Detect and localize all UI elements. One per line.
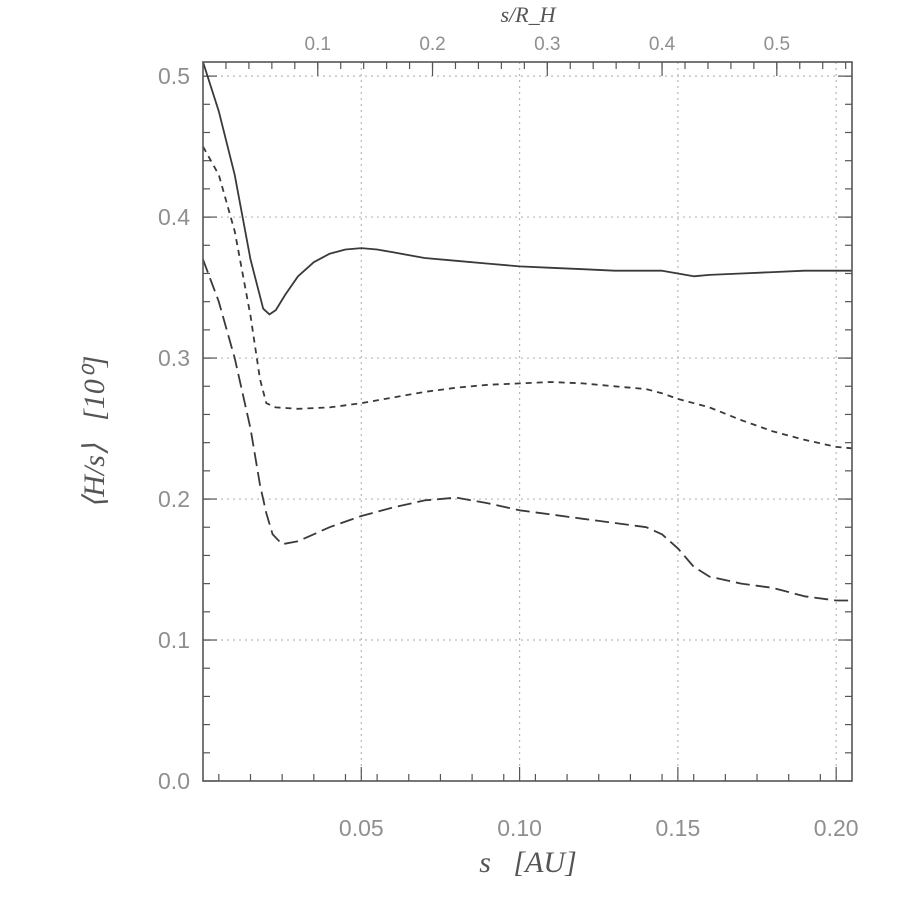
- top-axis-title: s/R_H: [501, 2, 557, 27]
- top-tick-label: 0.5: [764, 34, 790, 55]
- y-tick-label: 0.4: [158, 204, 190, 230]
- y-tick-label: 0.0: [158, 768, 190, 794]
- y-tick-label: 0.1: [158, 627, 190, 653]
- plot-frame: [202, 61, 853, 782]
- series-line-solid: [202, 61, 852, 316]
- grid: [203, 62, 852, 781]
- top-tick-label: 0.3: [534, 34, 560, 55]
- x-tick-label: 0.15: [655, 815, 700, 841]
- minor-ticks: [203, 62, 852, 782]
- y-axis-title: ⟨H/s⟩ [10⁰]: [78, 356, 111, 509]
- top-tick-label: 0.1: [305, 34, 331, 55]
- series-line-long-dashed: [202, 259, 852, 602]
- data-series: [202, 61, 853, 602]
- x-tick-label: 0.10: [497, 815, 542, 841]
- y-tick-label: 0.2: [158, 486, 190, 512]
- top-tick-label: 0.2: [419, 34, 445, 55]
- y-tick-label: 0.3: [158, 345, 190, 371]
- x-tick-label: 0.20: [814, 815, 859, 841]
- y-tick-label: 0.5: [158, 63, 190, 89]
- x-tick-label: 0.05: [339, 815, 384, 841]
- tick-labels: 0.05 0.10 0.15 0.20 0.0 0.1 0.2 0.3 0.4 0.5 0.1 0.2…: [158, 34, 859, 841]
- series-line-dashed: [202, 146, 853, 450]
- x-axis-title: s [AU]: [479, 846, 577, 879]
- top-tick-label: 0.4: [649, 34, 676, 55]
